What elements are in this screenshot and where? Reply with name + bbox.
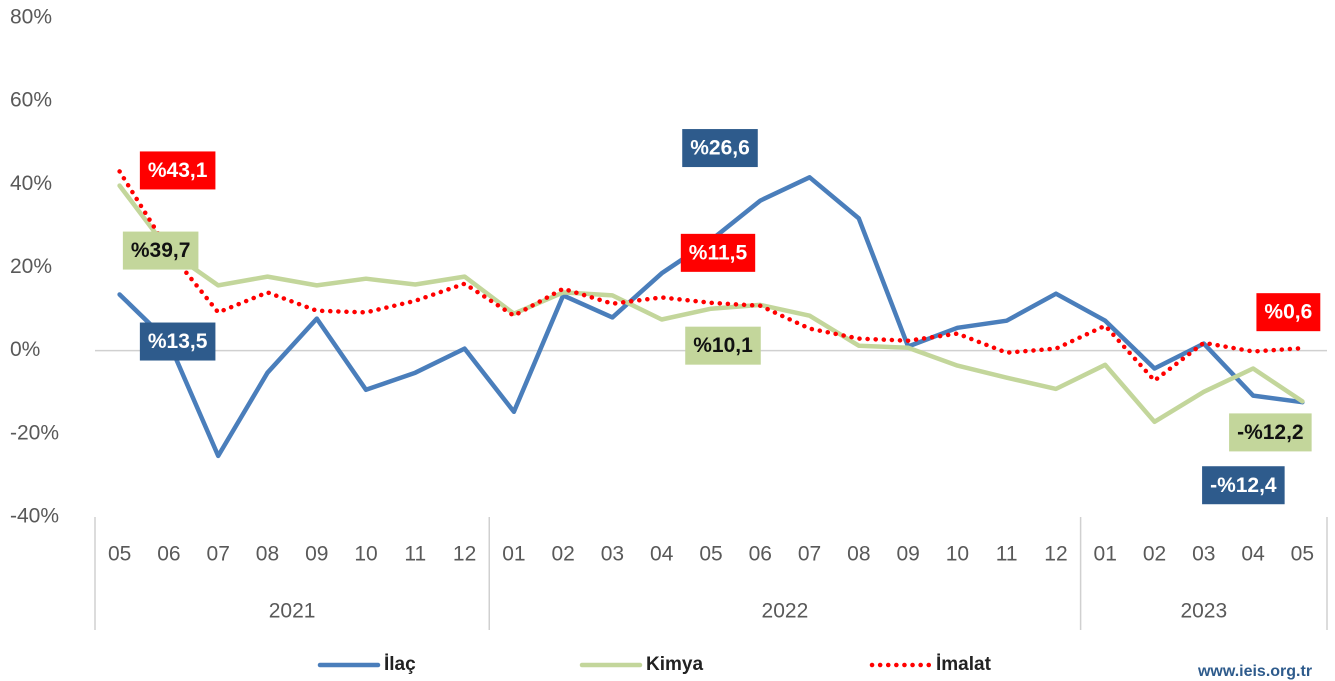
value-label-text: %10,1 <box>693 334 753 357</box>
x-tick-label: 10 <box>354 543 377 566</box>
year-label: 2023 <box>1180 600 1227 623</box>
value-label: -%12,4 <box>1202 466 1285 505</box>
legend-label: İmalat <box>936 654 992 675</box>
series-line <box>117 175 1305 459</box>
x-tick-label: 01 <box>502 543 525 566</box>
value-label: %11,5 <box>680 233 756 272</box>
value-label: %26,6 <box>682 129 758 168</box>
legend-label: Kimya <box>646 654 703 675</box>
x-tick-label: 04 <box>650 543 674 566</box>
x-tick-label: 07 <box>798 543 821 566</box>
x-tick-label: 04 <box>1241 543 1265 566</box>
x-tick-label: 03 <box>1192 543 1215 566</box>
value-label-text: %43,1 <box>148 159 208 182</box>
value-label-text: %0,6 <box>1264 301 1312 324</box>
y-tick-label: -20% <box>10 421 59 444</box>
x-tick-label: 06 <box>157 543 180 566</box>
value-label-text: %11,5 <box>689 241 748 264</box>
series-line <box>117 183 1305 425</box>
y-tick-label: 80% <box>10 6 52 29</box>
x-tick-label: 08 <box>847 543 870 566</box>
value-label-box <box>1202 466 1285 505</box>
y-tick-label: 20% <box>10 255 52 278</box>
x-tick-label: 06 <box>749 543 772 566</box>
value-label: %0,6 <box>1256 293 1321 332</box>
y-tick-label: -40% <box>10 505 59 528</box>
x-tick-label: 05 <box>699 543 722 566</box>
y-tick-label: 0% <box>10 338 40 361</box>
x-tick-label: 02 <box>551 543 574 566</box>
value-label: %39,7 <box>122 231 199 270</box>
x-tick-label: 07 <box>207 543 230 566</box>
x-tick-label: 12 <box>1044 543 1067 566</box>
legend-label: İlaç <box>384 654 416 675</box>
year-label: 2022 <box>762 600 809 623</box>
x-tick-label: 02 <box>1143 543 1166 566</box>
value-label: %43,1 <box>139 151 216 190</box>
value-label-box <box>139 151 216 190</box>
series-line <box>117 169 1305 383</box>
year-label: 2021 <box>269 600 316 623</box>
value-label: %10,1 <box>685 326 761 365</box>
value-label: %13,5 <box>139 322 216 361</box>
value-label-text: %13,5 <box>148 330 208 353</box>
x-tick-label: 05 <box>108 543 131 566</box>
x-tick-label: 11 <box>404 543 426 566</box>
value-label-box <box>682 129 758 168</box>
value-label-box <box>685 326 761 365</box>
y-tick-label: 60% <box>10 89 52 112</box>
value-label-text: -%12,4 <box>1210 474 1277 497</box>
x-tick-label: 10 <box>946 543 969 566</box>
value-label-box <box>680 233 756 272</box>
x-tick-label: 09 <box>305 543 328 566</box>
value-label-box <box>122 231 199 270</box>
x-tick-label: 08 <box>256 543 279 566</box>
value-label-box <box>1229 413 1312 452</box>
y-tick-label: 40% <box>10 172 52 195</box>
value-label-box <box>1256 293 1321 332</box>
x-tick-label: 01 <box>1094 543 1117 566</box>
x-tick-label: 03 <box>601 543 624 566</box>
x-tick-label: 09 <box>896 543 919 566</box>
x-tick-label: 05 <box>1291 543 1314 566</box>
x-tick-label: 11 <box>996 543 1018 566</box>
value-label: -%12,2 <box>1229 413 1312 452</box>
value-label-text: -%12,2 <box>1237 421 1304 444</box>
watermark: www.ieis.org.tr <box>1197 663 1312 680</box>
value-label-text: %39,7 <box>131 239 191 262</box>
value-label-text: %26,6 <box>690 137 750 160</box>
value-label-box <box>139 322 216 361</box>
x-tick-label: 12 <box>453 543 476 566</box>
